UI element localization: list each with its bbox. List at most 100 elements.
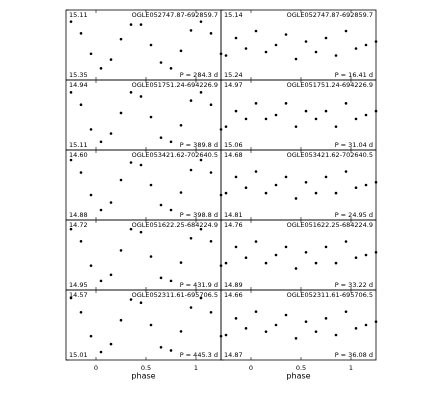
- period-label: P = 398.8 d: [180, 211, 218, 219]
- data-point: [169, 279, 173, 283]
- data-point: [159, 136, 163, 139]
- data-point: [334, 191, 338, 195]
- data-point: [129, 298, 133, 301]
- data-point: [344, 170, 348, 173]
- panel-title: OGLE052311.61-695706.5: [132, 291, 218, 299]
- data-point: [69, 91, 73, 94]
- data-point: [304, 40, 308, 43]
- data-point: [314, 330, 318, 333]
- data-point: [324, 245, 328, 249]
- data-point: [169, 140, 173, 144]
- data-point: [344, 102, 348, 105]
- data-point: [374, 109, 378, 113]
- data-point: [334, 261, 338, 265]
- data-point: [334, 125, 338, 128]
- data-point: [364, 183, 368, 187]
- data-point: [344, 29, 348, 33]
- data-point: [99, 140, 103, 144]
- panel-frame: [220, 9, 377, 81]
- data-point: [234, 109, 238, 113]
- data-point: [199, 296, 203, 300]
- data-point: [149, 183, 153, 187]
- data-point: [224, 191, 228, 195]
- data-point: [129, 91, 133, 94]
- y-tick-label: 14.87: [224, 351, 243, 359]
- data-point: [119, 37, 123, 41]
- data-point: [199, 227, 203, 231]
- y-tick-label: 15.11: [69, 141, 88, 149]
- data-point: [209, 240, 213, 243]
- data-point: [264, 117, 268, 121]
- data-point: [244, 327, 248, 330]
- data-point: [169, 208, 173, 212]
- data-point: [179, 261, 183, 264]
- data-point: [234, 36, 238, 40]
- data-point: [244, 117, 248, 121]
- panel-frame: [65, 79, 222, 151]
- data-point: [274, 113, 278, 117]
- data-point: [374, 320, 378, 323]
- data-point: [244, 256, 248, 259]
- data-point: [354, 186, 358, 189]
- data-point: [99, 208, 103, 212]
- data-point: [119, 318, 123, 322]
- data-point: [159, 203, 163, 207]
- data-point: [149, 43, 153, 47]
- period-label: P = 36.08 d: [335, 351, 373, 359]
- period-label: P = 284.3 d: [180, 71, 218, 79]
- data-point: [79, 310, 83, 314]
- data-point: [314, 191, 318, 195]
- data-point: [224, 333, 228, 337]
- data-point: [294, 337, 298, 340]
- panel-title: OGLE051751.24-694226.9: [287, 81, 373, 89]
- data-point: [189, 99, 193, 102]
- data-point: [159, 61, 163, 64]
- panel-title: OGLE052311.61-695706.5: [287, 291, 373, 299]
- x-tick-label: 1: [349, 364, 353, 372]
- y-tick-label: 14.81: [224, 211, 243, 219]
- data-point: [224, 54, 228, 57]
- y-tick-label: 15.35: [69, 71, 88, 79]
- data-point: [199, 91, 203, 94]
- panel-title: OGLE052747.87-692859.7: [287, 11, 373, 19]
- period-label: P = 16.41 d: [335, 71, 373, 79]
- data-point: [304, 109, 308, 113]
- data-point: [374, 181, 378, 184]
- y-tick-label: 14.72: [69, 221, 88, 229]
- data-point: [324, 109, 328, 113]
- y-tick-label: 14.97: [224, 81, 243, 89]
- data-point: [179, 49, 183, 53]
- data-point: [274, 253, 278, 257]
- data-point: [324, 317, 328, 320]
- data-point: [129, 161, 133, 164]
- data-point: [354, 327, 358, 330]
- data-point: [364, 113, 368, 117]
- data-point: [304, 320, 308, 323]
- data-point: [89, 334, 93, 338]
- panel-title: OGLE053421.62-702640.5: [287, 151, 373, 159]
- data-point: [364, 253, 368, 257]
- data-point: [304, 181, 308, 184]
- x-tick-label: 0: [94, 364, 98, 372]
- data-point: [294, 57, 298, 61]
- data-point: [374, 40, 378, 43]
- data-point: [139, 301, 143, 305]
- period-label: P = 31.04 d: [335, 141, 373, 149]
- panel-frame: [220, 219, 377, 291]
- x-tick-label: 0.5: [141, 364, 151, 372]
- data-point: [189, 306, 193, 309]
- data-point: [284, 245, 288, 249]
- data-point: [244, 47, 248, 50]
- data-point: [189, 29, 193, 32]
- data-point: [264, 330, 268, 333]
- data-point: [294, 267, 298, 270]
- data-point: [99, 279, 103, 283]
- data-point: [109, 342, 113, 346]
- data-point: [89, 128, 93, 131]
- data-point: [354, 117, 358, 121]
- data-point: [314, 50, 318, 54]
- period-label: P = 33.22 d: [335, 281, 373, 289]
- data-point: [69, 296, 73, 300]
- y-tick-label: 14.88: [69, 211, 88, 219]
